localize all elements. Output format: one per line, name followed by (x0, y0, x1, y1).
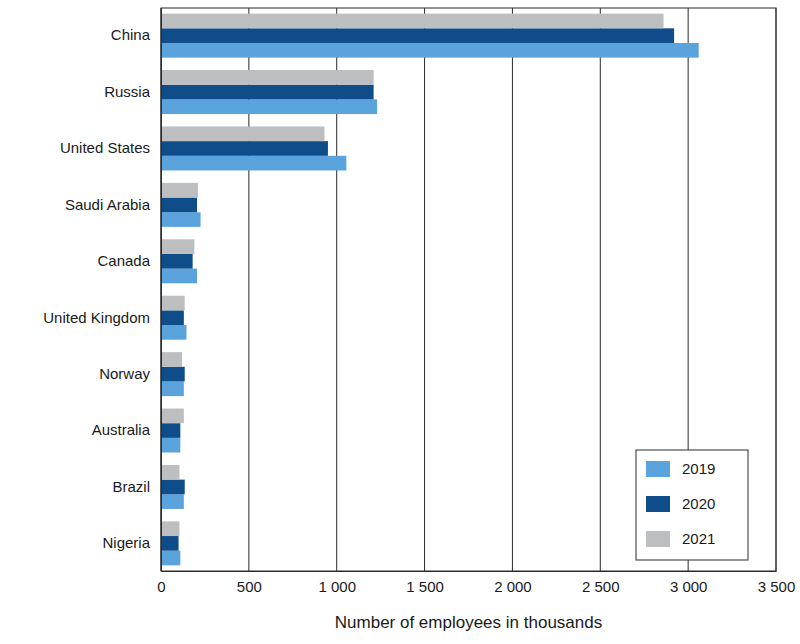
legend-swatch (646, 461, 670, 477)
tick: Australia (92, 421, 161, 438)
tick: 500 (237, 571, 262, 595)
bar (161, 352, 182, 367)
tick: China (111, 26, 161, 43)
tick: 1 500 (406, 571, 444, 595)
tick: Saudi Arabia (65, 196, 161, 213)
plot-frame (161, 8, 776, 571)
category-axis: China Russia United States Saudi Arabia Cana… (43, 9, 161, 572)
bar (161, 381, 184, 396)
tick: 3 000 (670, 571, 708, 595)
category-label: United States (60, 139, 150, 156)
bar (161, 156, 346, 171)
grid-line (424, 8, 425, 571)
tick: United States (60, 139, 161, 156)
series-bars (161, 14, 664, 536)
tick: Norway (99, 365, 161, 382)
value-axis: 0 500 1 000 1 500 2 000 2 500 3 000 3 500 (157, 571, 795, 595)
bar (161, 14, 664, 29)
axis-line (162, 571, 777, 572)
tick: 2 000 (494, 571, 532, 595)
tick: 2 500 (582, 571, 620, 595)
bar (161, 239, 194, 254)
bar (161, 99, 377, 114)
legend-box (636, 450, 748, 560)
category-label: United Kingdom (43, 309, 150, 326)
axis-title: Number of employees in thousands (335, 613, 602, 632)
tick: United Kingdom (43, 309, 161, 326)
bar (161, 409, 184, 424)
legend-swatch (646, 496, 670, 512)
tick: Canada (97, 252, 161, 269)
bar (161, 126, 324, 141)
tick-label: 3 500 (758, 578, 796, 595)
category-label: Australia (92, 421, 151, 438)
tick-label: 1 000 (318, 578, 356, 595)
bar (161, 480, 185, 495)
series-bars (161, 28, 674, 550)
bar (161, 43, 699, 58)
grid-line (512, 8, 513, 571)
bar (161, 85, 374, 100)
bar (161, 494, 184, 509)
bar (161, 521, 179, 536)
legend-label: 2021 (682, 530, 715, 547)
chart-svg: 0 500 1 000 1 500 2 000 2 500 3 000 3 500 China R… (0, 0, 800, 644)
category-label: China (111, 26, 151, 43)
tick-label: 0 (157, 578, 165, 595)
legend-label: 2019 (682, 460, 715, 477)
bar (161, 198, 197, 213)
bar (161, 465, 179, 480)
tick-label: 3 000 (670, 578, 708, 595)
bar (161, 551, 180, 566)
category-label: Nigeria (102, 534, 150, 551)
tick-label: 2 000 (494, 578, 532, 595)
tick: Nigeria (102, 534, 161, 551)
bar (161, 325, 186, 340)
bar (161, 70, 374, 85)
tick: Brazil (112, 478, 161, 495)
category-label: Russia (104, 83, 151, 100)
tick-label: 500 (237, 578, 262, 595)
grid (161, 8, 776, 571)
bar (161, 212, 201, 227)
category-label: Canada (97, 252, 150, 269)
tick-label: 2 500 (582, 578, 620, 595)
legend: 2019 2020 2021 (636, 450, 748, 560)
bar (161, 296, 185, 311)
bar (161, 141, 328, 156)
category-label: Brazil (112, 478, 150, 495)
series-bars (161, 43, 699, 565)
bar (161, 183, 198, 198)
bar (161, 28, 674, 43)
axis-line (161, 9, 162, 572)
bar (161, 310, 184, 325)
bar (161, 438, 180, 453)
legend-swatch (646, 531, 670, 547)
tick: 1 000 (318, 571, 356, 595)
bar (161, 254, 193, 269)
category-label: Saudi Arabia (65, 196, 151, 213)
bar (161, 367, 185, 382)
bar (161, 536, 179, 551)
tick-label: 1 500 (406, 578, 444, 595)
bars (161, 14, 699, 566)
tick: 0 (157, 571, 165, 595)
bar (161, 269, 197, 284)
tick: 3 500 (758, 571, 796, 595)
grid-line (600, 8, 601, 571)
tick: Russia (104, 83, 161, 100)
legend-label: 2020 (682, 495, 715, 512)
bar (161, 423, 180, 438)
chart-container: 0 500 1 000 1 500 2 000 2 500 3 000 3 500 China R… (0, 0, 800, 644)
category-label: Norway (99, 365, 150, 382)
